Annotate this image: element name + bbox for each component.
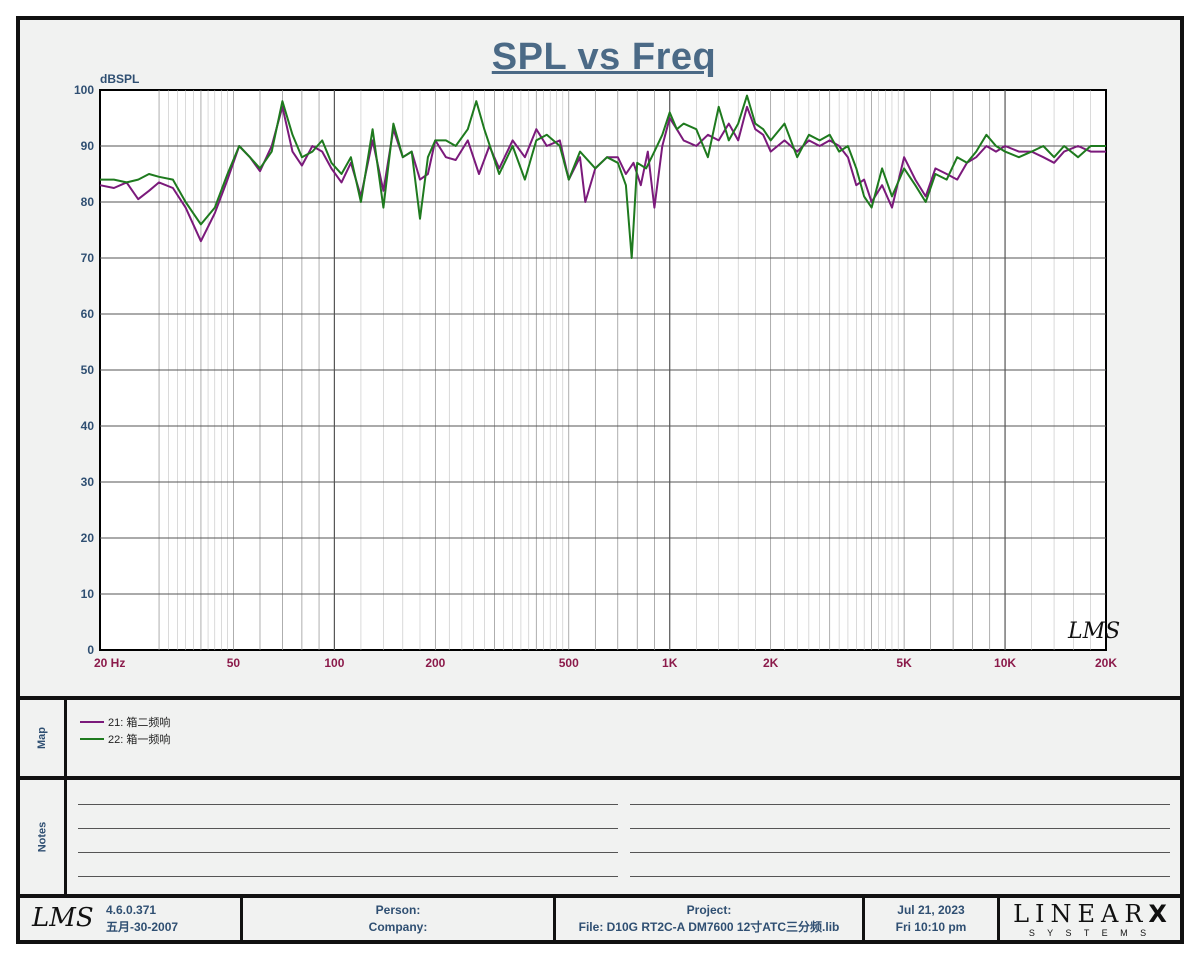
company-label: Company: xyxy=(368,920,428,934)
y-tick-label: 50 xyxy=(81,363,95,377)
x-tick-label: 10K xyxy=(994,656,1016,670)
map-label: Map xyxy=(36,727,48,749)
legend-item-21: 21: 箱二频响 xyxy=(80,714,170,730)
footer-date: Jul 21, 2023 xyxy=(897,903,965,917)
brand-name: LINEAR xyxy=(1013,900,1149,928)
note-line xyxy=(630,828,1170,829)
brand-subtitle: S Y S T E M S xyxy=(1028,928,1152,938)
version-date: 五月-30-2007 xyxy=(106,920,179,934)
x-tick-label: 5K xyxy=(896,656,912,670)
footer-version-cell: 4.6.0.371 五月-30-2007 xyxy=(106,898,240,944)
note-line xyxy=(630,852,1170,853)
chart-title: SPL vs Freq xyxy=(491,36,717,78)
x-tick-label: 20K xyxy=(1095,656,1117,670)
spl-chart: 0 10 20 30 40 50 60 70 80 90 100 20 Hz 50 100 200 500 1… xyxy=(74,72,1120,670)
brand-x-mark: X xyxy=(1148,900,1167,928)
notes-footer-divider xyxy=(20,894,1180,898)
y-tick-label: 20 xyxy=(81,531,95,545)
x-tick-label: 1K xyxy=(662,656,678,670)
project-label: Project: xyxy=(686,903,732,917)
y-tick-label: 40 xyxy=(81,419,95,433)
footer-date-cell: Jul 21, 2023 Fri 10:10 pm xyxy=(865,898,997,944)
footer-person-cell: Person: Company: xyxy=(243,898,553,944)
x-tick-label: 20 Hz xyxy=(94,656,125,670)
x-tick-label: 500 xyxy=(559,656,579,670)
chart-logo: LMS xyxy=(1067,619,1120,644)
note-line xyxy=(78,876,618,877)
series-line-22 xyxy=(100,94,1106,259)
version-number: 4.6.0.371 xyxy=(106,903,157,917)
note-line xyxy=(78,828,618,829)
y-tick-label: 30 xyxy=(81,475,95,489)
file-label: File: D10G RT2C-A DM7600 12寸ATC三分频.lib xyxy=(578,920,840,934)
footer-bar: LMS 4.6.0.371 五月-30-2007 Person: Company… xyxy=(20,898,1180,940)
footer-divider xyxy=(553,898,556,940)
note-line xyxy=(630,876,1170,877)
legend-swatch xyxy=(80,738,104,740)
footer-project-cell: Project: File: D10G RT2C-A DM7600 12寸ATC… xyxy=(556,898,862,944)
y-tick-label: 60 xyxy=(81,307,95,321)
footer-logo-cell: LMS xyxy=(20,898,106,940)
x-tick-label: 2K xyxy=(763,656,779,670)
legend-label: 22: 箱一频响 xyxy=(108,734,171,746)
y-axis-label: dBSPL xyxy=(100,72,139,86)
y-tick-label: 100 xyxy=(74,83,94,97)
footer-divider xyxy=(240,898,243,940)
note-line xyxy=(630,804,1170,805)
legend-swatch xyxy=(80,721,104,723)
footer-divider xyxy=(997,898,1000,940)
y-tick-label: 90 xyxy=(81,139,95,153)
chart-map-divider xyxy=(20,696,1180,700)
footer-brand-cell: LINEARX S Y S T E M S xyxy=(1000,898,1180,940)
x-tick-label: 200 xyxy=(425,656,445,670)
report-frame: SPL vs Freq 0 10 20 30 40 50 60 70 80 90 100 20 Hz… xyxy=(16,16,1184,944)
x-tick-label: 50 xyxy=(227,656,241,670)
y-tick-label: 0 xyxy=(87,643,94,657)
map-notes-divider xyxy=(20,776,1180,780)
footer-time: Fri 10:10 pm xyxy=(895,920,967,934)
series-line-21 xyxy=(99,105,1106,243)
map-side-divider xyxy=(64,700,67,776)
y-tick-label: 80 xyxy=(81,195,95,209)
legend-label: 21: 箱二频响 xyxy=(108,717,171,729)
notes-label: Notes xyxy=(36,821,48,853)
y-tick-label: 70 xyxy=(81,251,95,265)
notes-side-divider xyxy=(64,780,67,894)
legend-item-22: 22: 箱一频响 xyxy=(80,731,170,747)
footer-divider xyxy=(862,898,865,940)
note-line xyxy=(78,852,618,853)
note-line xyxy=(78,804,618,805)
footer-logo: LMS xyxy=(32,903,94,933)
person-label: Person: xyxy=(375,903,421,917)
y-tick-label: 10 xyxy=(81,587,95,601)
x-tick-label: 100 xyxy=(324,656,344,670)
